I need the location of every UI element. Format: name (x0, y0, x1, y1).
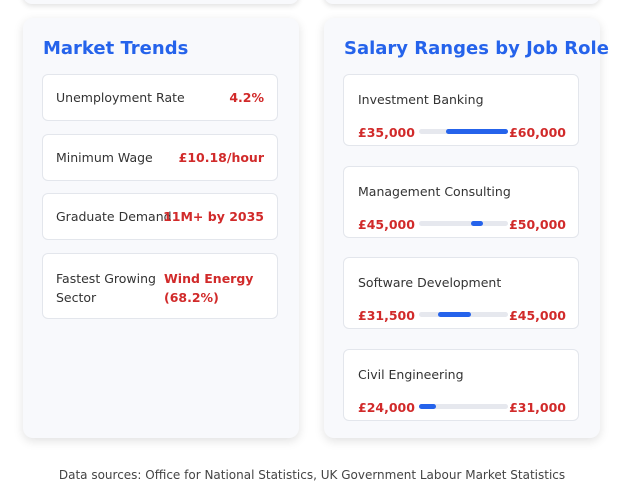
trend-label: Graduate Demand (56, 209, 172, 224)
trend-value: 4.2% (229, 90, 264, 105)
salary-max: £45,000 (509, 308, 566, 323)
trend-item: Unemployment Rate 4.2% (42, 74, 278, 121)
trend-item: Minimum Wage £10.18/hour (42, 134, 278, 181)
salary-min: £45,000 (358, 216, 415, 232)
salary-min: £31,500 (358, 308, 415, 323)
role-name: Civil Engineering (358, 366, 464, 382)
role-name: Management Consulting (358, 183, 511, 199)
range-track (419, 312, 508, 317)
trend-value: £10.18/hour (178, 150, 264, 165)
trend-label: Unemployment Rate (56, 90, 185, 105)
market-trends-card: Market Trends Unemployment Rate 4.2% Min… (23, 18, 299, 438)
salary-max: £60,000 (509, 125, 566, 140)
role-name: Software Development (358, 275, 502, 290)
range-bar (470, 220, 484, 226)
range-bar (419, 403, 437, 409)
range-track (419, 129, 508, 134)
trend-item: Fastest Growing Sector Wind Energy (68.2… (42, 253, 278, 319)
salary-max: £50,000 (509, 216, 566, 232)
range-bar (437, 312, 471, 317)
salary-min: £24,000 (358, 399, 415, 415)
trend-label: Fastest Growing Sector (56, 271, 156, 305)
role-item: Management Consulting £45,000 £50,000 (343, 165, 579, 238)
trend-value: 11M+ by 2035 (163, 209, 264, 224)
range-bar (446, 129, 508, 134)
trend-label: Minimum Wage (56, 150, 153, 165)
range-track (419, 220, 508, 226)
role-item: Civil Engineering £24,000 £31,000 (343, 348, 579, 421)
trend-item: Graduate Demand 11M+ by 2035 (42, 193, 278, 240)
card-title: Market Trends (43, 38, 189, 59)
range-track (419, 403, 508, 409)
trend-value: Wind Energy (68.2%) (164, 271, 254, 305)
salary-max: £31,000 (509, 399, 566, 415)
role-item: Software Development £31,500 £45,000 (343, 257, 579, 329)
salary-min: £35,000 (358, 125, 415, 140)
salary-card: Salary Ranges by Job Role Investment Ban… (324, 18, 609, 438)
role-item: Investment Banking £35,000 £60,000 (343, 74, 579, 146)
card-stub (23, 0, 299, 4)
footer: Data sources: Office for National Statis… (58, 468, 566, 482)
card-title: Salary Ranges by Job Role (344, 38, 609, 59)
card-stub (324, 0, 600, 4)
role-name: Investment Banking (358, 92, 484, 107)
